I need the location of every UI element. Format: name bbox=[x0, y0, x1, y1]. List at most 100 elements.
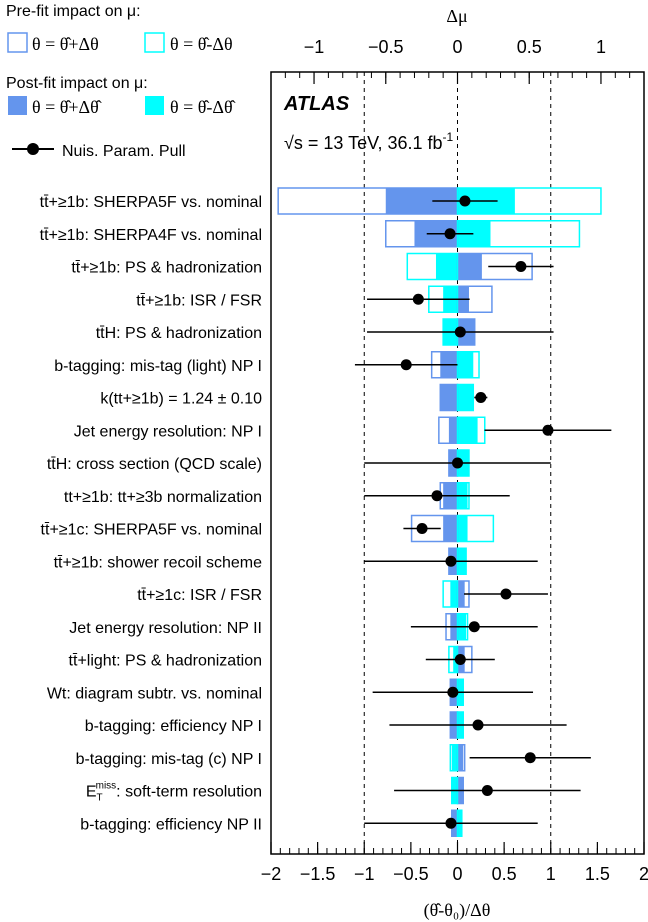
bottom-axis-label: (θ̂-θ₀)/Δθ bbox=[424, 900, 491, 921]
parameter-label-prefix: E bbox=[86, 784, 97, 801]
pull-marker bbox=[447, 686, 459, 698]
parameter-label-text: : soft-term resolution bbox=[116, 784, 262, 801]
parameter-label: tt̄+light: PS & hadronization bbox=[69, 653, 262, 670]
pull-marker bbox=[431, 490, 443, 502]
parameter-label: b-tagging: mis-tag (light) NP I bbox=[54, 358, 262, 375]
legend-prefit-down-label: θ = θ̂-Δθ bbox=[170, 34, 233, 54]
legend-postfit-down-swatch bbox=[145, 96, 164, 115]
postfit-up-bar bbox=[457, 744, 464, 771]
prefit-down-bar bbox=[406, 252, 459, 281]
pull-marker bbox=[481, 785, 493, 796]
pull-marker bbox=[412, 293, 424, 305]
top-tick-label: 1 bbox=[596, 37, 606, 57]
prefit-down-bar bbox=[449, 744, 459, 772]
energy-label-main: √s = 13 TeV, 36.1 fb bbox=[284, 133, 443, 153]
postfit-up-bar bbox=[448, 417, 458, 444]
postfit-down-bar bbox=[435, 253, 458, 280]
pull-marker bbox=[444, 228, 456, 240]
pull-marker bbox=[515, 261, 527, 272]
legend-pull-label: Nuis. Param. Pull bbox=[62, 143, 186, 160]
pulls bbox=[354, 195, 612, 829]
energy-label-sup: -1 bbox=[443, 130, 454, 144]
bottom-tick-label: −2 bbox=[261, 864, 282, 884]
pull-marker bbox=[454, 326, 466, 338]
atlas-label: ATLAS bbox=[283, 93, 350, 115]
parameter-label: tt̄+≥1c: ISR / FSR bbox=[137, 587, 262, 604]
postfit-up-bar bbox=[457, 253, 482, 280]
parameter-label: tt̄+≥1c: SHERPA5F vs. nominal bbox=[41, 522, 262, 539]
pull-marker bbox=[452, 457, 463, 469]
postfit-up-bar bbox=[457, 581, 465, 607]
bottom-tick-label: −0.5 bbox=[393, 864, 429, 884]
bottom-tick-label: 0 bbox=[452, 864, 462, 884]
parameter-label: tt̄+≥1b: ISR / FSR bbox=[136, 292, 262, 309]
postfit-down-bar bbox=[451, 744, 458, 771]
parameter-label-sub: T bbox=[97, 793, 103, 804]
postfit-down-bar bbox=[457, 351, 474, 378]
legend-prefit-up-label: θ = θ̂+Δθ bbox=[32, 34, 99, 54]
parameter-label: b-tagging: efficiency NP I bbox=[85, 718, 262, 735]
top-tick-label: 0 bbox=[452, 37, 462, 57]
bottom-axis-ticks: −2 −1.5 −1 −0.5 0 0.5 1 1.5 2 bbox=[261, 842, 648, 884]
postfit-down-bar bbox=[450, 581, 458, 607]
prefit-down-bar bbox=[442, 580, 459, 608]
pull-marker bbox=[472, 719, 484, 731]
parameter-label: Jet energy resolution: NP II bbox=[69, 620, 262, 637]
pull-marker bbox=[459, 195, 471, 207]
postfit-down-bar bbox=[457, 417, 478, 444]
parameter-label: Wt: diagram subtr. vs. nominal bbox=[47, 685, 262, 702]
legend-pull-marker bbox=[27, 143, 39, 155]
parameter-label: tt̄+≥1b: SHERPA5F vs. nominal bbox=[40, 194, 262, 211]
parameter-label: tt̄+≥1b: shower recoil scheme bbox=[54, 554, 263, 571]
legend-postfit-up-swatch bbox=[8, 96, 27, 115]
legend-postfit-title: Post-fit impact on μ: bbox=[6, 75, 148, 92]
parameter-label-sup: miss bbox=[96, 781, 117, 792]
pull-marker bbox=[468, 621, 480, 633]
pull-marker bbox=[400, 359, 412, 371]
bottom-tick-label: 1.5 bbox=[585, 864, 610, 884]
pull-marker bbox=[542, 424, 554, 436]
top-axis-label: Δμ bbox=[446, 6, 467, 26]
legend-prefit-up-swatch bbox=[7, 32, 28, 53]
legend-prefit-title: Pre-fit impact on μ: bbox=[6, 3, 141, 20]
pull-marker bbox=[416, 523, 428, 534]
postfit-up-bar bbox=[440, 384, 458, 411]
parameter-label: Jet energy resolution: NP I bbox=[74, 423, 262, 440]
parameter-label: tt+≥1b: tt+≥3b normalization bbox=[64, 489, 262, 506]
legend-postfit-down-label: θ = θ̂-Δθ̂ bbox=[170, 97, 236, 117]
bottom-tick-label: −1 bbox=[354, 864, 375, 884]
pull-marker bbox=[500, 588, 512, 600]
bottom-tick-label: 1 bbox=[546, 864, 556, 884]
parameter-label: tt̄H: cross section (QCD scale) bbox=[47, 456, 262, 473]
parameter-label: b-tagging: efficiency NP II bbox=[80, 816, 262, 833]
parameter-label: tt̄+≥1b: PS & hadronization bbox=[71, 260, 262, 277]
pull-marker bbox=[524, 752, 536, 764]
parameter-label: k(tt+≥1b) = 1.24 ± 0.10 bbox=[100, 391, 262, 408]
bottom-tick-label: 2 bbox=[639, 864, 648, 884]
pull-marker bbox=[445, 817, 457, 829]
energy-label: √s = 13 TeV, 36.1 fb-1 bbox=[284, 130, 454, 153]
legend: Pre-fit impact on μ: θ = θ̂+Δθ θ = θ̂-Δθ… bbox=[6, 3, 236, 160]
prefit-down-bar bbox=[456, 383, 475, 412]
top-axis-ticks: −1 −0.5 0 0.5 1 bbox=[270, 37, 645, 84]
postfit-up-bar bbox=[443, 515, 458, 542]
parameter-label: b-tagging: mis-tag (c) NP I bbox=[76, 751, 262, 768]
legend-prefit-down-swatch bbox=[144, 32, 165, 53]
parameter-labels: tt̄+≥1b: SHERPA5F vs. nominal tt̄+≥1b: SH… bbox=[40, 194, 262, 833]
postfit-down-bar bbox=[457, 384, 474, 411]
prefit-down-bar bbox=[456, 514, 495, 543]
bottom-tick-label: 0.5 bbox=[492, 864, 517, 884]
parameter-label: tt̄H: PS & hadronization bbox=[96, 325, 262, 342]
pull-marker bbox=[445, 555, 457, 567]
top-tick-label: −1 bbox=[304, 37, 325, 57]
parameter-label: tt̄+≥1b: SHERPA4F vs. nominal bbox=[40, 227, 262, 244]
postfit-down-bar bbox=[457, 515, 468, 542]
top-tick-label: 0.5 bbox=[517, 37, 542, 57]
impact-bars bbox=[277, 187, 602, 837]
bottom-tick-label: −1.5 bbox=[300, 864, 336, 884]
pull-marker bbox=[454, 654, 466, 665]
pull-marker bbox=[475, 392, 487, 403]
legend-postfit-up-label: θ = θ̂+Δθ̂ bbox=[32, 97, 102, 117]
top-tick-label: −0.5 bbox=[368, 37, 404, 57]
